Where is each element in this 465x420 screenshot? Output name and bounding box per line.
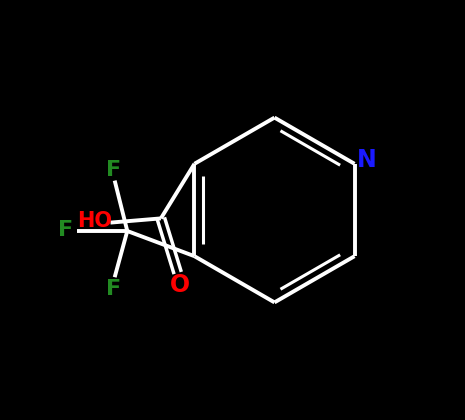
Text: O: O bbox=[170, 273, 190, 297]
Text: F: F bbox=[106, 160, 121, 180]
Text: HO: HO bbox=[77, 210, 112, 231]
Text: F: F bbox=[106, 279, 121, 299]
Text: F: F bbox=[58, 220, 73, 240]
Text: N: N bbox=[356, 147, 376, 172]
